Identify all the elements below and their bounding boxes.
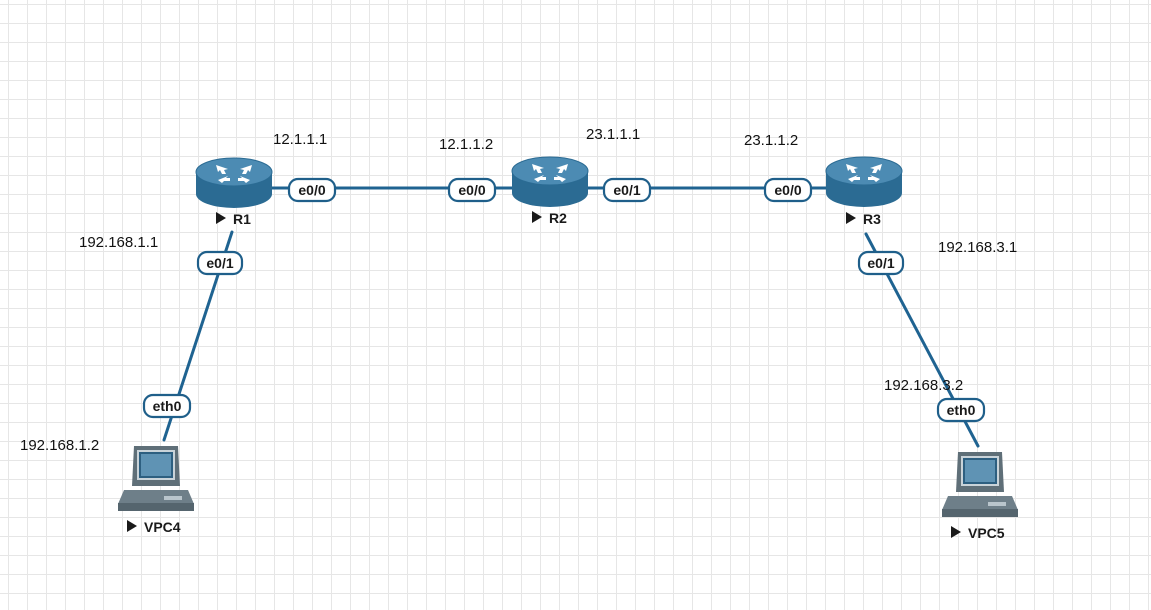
play-icon xyxy=(846,212,856,224)
ip-label-vpc5-eth0[interactable]: 192.168.3.2 xyxy=(884,377,963,394)
port-badge-r3-e0-0[interactable]: e0/0 xyxy=(763,177,813,203)
ip-label-r1-e0-1[interactable]: 192.168.1.1 xyxy=(79,234,158,251)
ip-label-r2-e0-0[interactable]: 12.1.1.2 xyxy=(439,136,493,153)
ip-label-r3-e0-0[interactable]: 23.1.1.2 xyxy=(744,132,798,149)
port-label: e0/1 xyxy=(206,255,233,271)
links xyxy=(162,186,980,448)
node-label-vpc5: VPC5 xyxy=(968,525,1005,541)
port-badge-vpc5-eth0[interactable]: eth0 xyxy=(936,397,986,423)
port-badge-vpc4-eth0[interactable]: eth0 xyxy=(142,393,192,419)
ip-label-vpc4-eth0[interactable]: 192.168.1.2 xyxy=(20,437,99,454)
port-label: e0/1 xyxy=(613,182,640,198)
vpc-vpc4[interactable]: VPC4 xyxy=(117,445,195,535)
vpc-computer-icon xyxy=(941,451,1019,518)
play-icon xyxy=(532,211,542,223)
port-label: eth0 xyxy=(153,398,182,414)
router-r2[interactable]: R2 xyxy=(511,156,589,226)
node-label-r3: R3 xyxy=(863,211,881,227)
node-label-r2: R2 xyxy=(549,210,567,226)
ip-label-r1-e0-0[interactable]: 12.1.1.1 xyxy=(273,131,327,148)
router-r3[interactable]: R3 xyxy=(825,156,903,227)
port-label: e0/1 xyxy=(867,255,894,271)
port-badge-r1-e0-0[interactable]: e0/0 xyxy=(287,177,337,203)
port-label: e0/0 xyxy=(298,182,325,198)
ip-label-r2-e0-1[interactable]: 23.1.1.1 xyxy=(586,126,640,143)
router-r1[interactable]: R1 xyxy=(195,157,273,227)
router-icon xyxy=(825,156,903,208)
play-icon xyxy=(127,520,137,532)
ip-label-r3-e0-1[interactable]: 192.168.3.1 xyxy=(938,239,1017,256)
vpc-computer-icon xyxy=(117,445,195,512)
port-label: eth0 xyxy=(947,402,976,418)
port-label: e0/0 xyxy=(458,182,485,198)
router-icon xyxy=(511,156,589,208)
port-label: e0/0 xyxy=(774,182,801,198)
node-label-vpc4: VPC4 xyxy=(144,519,181,535)
port-badge-r2-e0-1[interactable]: e0/1 xyxy=(602,177,652,203)
port-badge-r1-e0-1[interactable]: e0/1 xyxy=(196,250,244,276)
play-icon xyxy=(216,212,226,224)
vpc-vpc5[interactable]: VPC5 xyxy=(941,451,1019,541)
port-badge-r2-e0-0[interactable]: e0/0 xyxy=(447,177,497,203)
node-label-r1: R1 xyxy=(233,211,251,227)
port-badge-r3-e0-1[interactable]: e0/1 xyxy=(857,250,905,276)
router-icon xyxy=(195,157,273,209)
play-icon xyxy=(951,526,961,538)
